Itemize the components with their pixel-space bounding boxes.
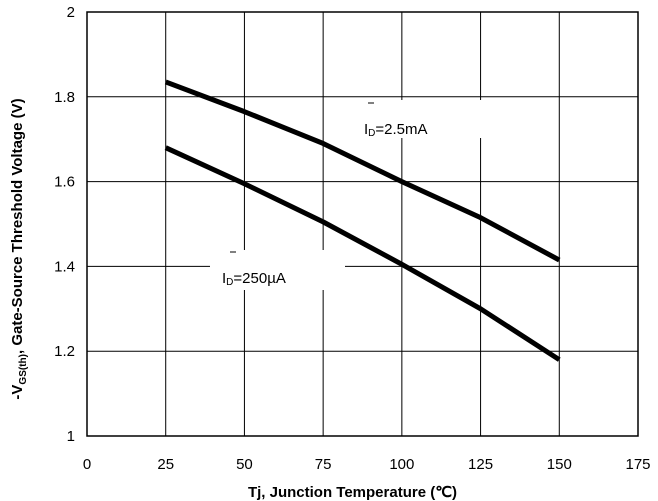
x-tick-label: 150: [547, 456, 572, 473]
y-axis-title-subscript: GS(th): [18, 354, 29, 385]
y-tick-label: 1.6: [54, 174, 75, 191]
x-axis-title: Tj, Junction Temperature (℃): [248, 484, 457, 501]
x-tick-label: 50: [236, 456, 253, 473]
curve-label-2: ID=250µA: [222, 270, 286, 288]
x-tick-label: 0: [83, 456, 91, 473]
curve-label-background: [210, 250, 345, 290]
x-tick-label: 75: [315, 456, 332, 473]
x-tick-label: 100: [389, 456, 414, 473]
y-tick-label: 1: [67, 428, 75, 445]
x-tick-labels: 0 25 50 75 100 125 150 175: [83, 456, 651, 473]
grid: [87, 12, 638, 436]
series-line-2: [164, 145, 561, 362]
y-tick-labels: 1 1.2 1.4 1.6 1.8 2: [54, 4, 75, 445]
x-tick-label: 175: [625, 456, 650, 473]
y-axis-title: -VGS(th), Gate-Source Threshold Voltage …: [9, 98, 29, 399]
curve-labels: ID=2.5mA ID=250µA: [210, 100, 482, 290]
x-tick-label: 125: [468, 456, 493, 473]
series-line-1: [164, 79, 561, 263]
curve-label-1: ID=2.5mA: [364, 121, 428, 139]
x-tick-label: 25: [157, 456, 174, 473]
curve-label-background: [362, 100, 482, 138]
y-axis-title-suffix: , Gate-Source Threshold Voltage (V): [9, 98, 26, 354]
series-group: [164, 79, 561, 362]
plot-area-frame: [86, 11, 639, 437]
y-tick-label: 2: [67, 4, 75, 21]
y-tick-label: 1.4: [54, 258, 75, 275]
y-tick-label: 1.8: [54, 89, 75, 106]
y-tick-label: 1.2: [54, 343, 75, 360]
y-axis-title-prefix: -V: [9, 385, 26, 400]
